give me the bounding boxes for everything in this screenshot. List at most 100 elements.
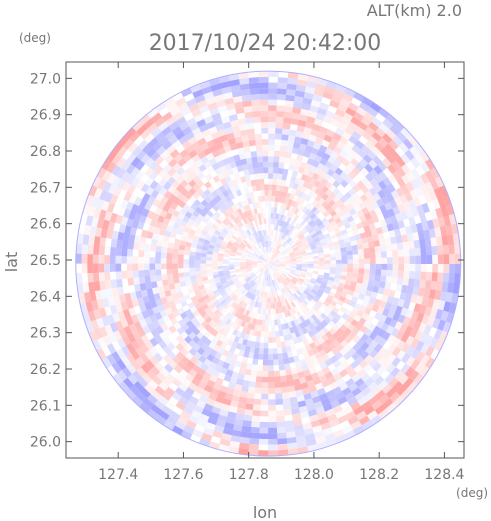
radar-cell [184,308,193,317]
radar-cell [203,358,212,367]
radar-cell [400,210,409,221]
radar-cell [111,287,119,297]
radar-cell [335,364,345,373]
radar-cell [447,282,455,294]
radar-cell [245,245,251,251]
radar-cell [270,212,274,219]
radar-cell [363,320,372,329]
radar-cell [348,219,357,227]
radar-cell [187,382,198,392]
radar-cell [445,311,455,324]
radar-cell [248,77,260,84]
radar-cell [254,253,260,258]
radar-cell [251,409,261,417]
radar-cell [279,369,286,377]
radar-cell [260,393,269,400]
radar-cell [402,241,410,250]
radar-cell [183,250,191,256]
radar-cell [297,446,309,454]
radar-cell [245,284,251,291]
radar-cell [291,213,297,220]
radar-cell [231,394,241,403]
radar-cell [212,382,222,391]
radar-cell [302,168,310,176]
radar-cell [104,254,110,264]
radar-cell [226,387,235,395]
radar-cell [248,71,259,78]
y-tick-label: 26.9 [30,108,61,124]
radar-cell [392,263,399,271]
radar-cell [179,240,187,246]
radar-cell [395,305,403,315]
radar-cell [290,301,297,308]
radar-cell [218,334,226,343]
radar-cell [320,226,328,233]
radar-cell [76,243,83,254]
radar-cell [255,139,263,146]
radar-cell [264,263,269,269]
radar-cell [373,352,383,363]
radar-cell [250,151,258,158]
radar-cell [82,203,91,216]
radar-cell [268,99,278,106]
radar-cell [265,258,269,264]
radar-cell [128,193,138,204]
radar-cell [324,263,331,268]
radar-cell [395,235,403,244]
radar-cell [257,290,261,297]
radar-cell [370,228,378,237]
radar-cell [222,170,230,178]
radar-cell [292,378,301,386]
radar-cell [191,364,201,373]
radar-cell [196,187,205,196]
radar-cell [135,336,145,347]
radar-cell [318,197,326,205]
radar-cell [362,278,369,286]
radar-cell [237,118,247,126]
radar-cell [328,184,337,193]
radar-cell [174,420,187,431]
radar-cell [149,257,156,264]
radar-cell [155,269,162,276]
radar-cell [140,334,150,344]
radar-cell [234,209,241,217]
radar-cell [345,107,357,117]
radar-cell [268,263,273,268]
radar-cell [101,169,112,182]
radar-cell [204,181,212,189]
radar-cell [144,359,155,370]
radar-cell [282,241,288,247]
radar-cell [249,287,255,294]
radar-cell [150,189,160,199]
radar-cell [329,300,337,307]
radar-cell [302,422,313,430]
radar-cell [157,121,169,132]
radar-cell [115,214,123,225]
radar-cell [269,229,272,236]
radar-cell [228,114,238,122]
radar-cell [347,289,355,297]
radar-cell [248,252,254,256]
radar-cell [256,262,263,264]
radar-cell [272,184,277,191]
radar-cell [376,198,385,208]
radar-cell [286,351,294,358]
radar-cell [102,334,112,346]
radar-cell [296,231,302,238]
radar-cell [260,308,264,315]
radar-cell [407,318,417,329]
radar-cell [264,259,269,264]
radar-cell [290,259,297,262]
radar-cell [247,386,256,394]
radar-cell [225,245,233,250]
radar-cell [296,348,303,356]
radar-cell [241,356,249,364]
radar-cell [402,277,410,287]
radar-cell [327,226,334,233]
radar-cell [109,322,119,333]
radar-cell [263,268,266,274]
radar-cell [331,284,339,291]
radar-cell [126,255,133,264]
radar-cell [239,226,246,233]
radar-cell [223,145,232,153]
